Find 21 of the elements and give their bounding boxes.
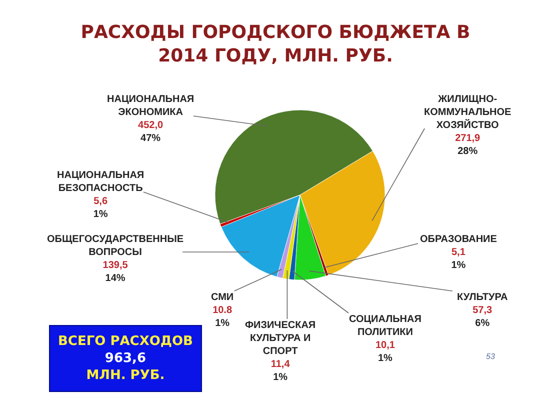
- data-label: 271,9 28%: [455, 133, 481, 157]
- data-label: 452,0 47%: [138, 120, 164, 144]
- slice-label: НАЦИОНАЛЬНАЯ БЕЗОПАСНОСТЬ: [57, 170, 144, 194]
- slice-label: СОЦИАЛЬНАЯ ПОЛИТИКИ: [349, 314, 422, 338]
- slice-label: ОБРАЗОВАНИЕ: [420, 234, 498, 245]
- slice-label: НАЦИОНАЛЬНАЯ ЭКОНОМИКА: [107, 94, 194, 118]
- slice-label: КУЛЬТУРА: [457, 292, 508, 303]
- data-label: 10.8 1%: [212, 305, 232, 329]
- data-label: 11,4 1%: [270, 359, 290, 383]
- text: ВСЕГО РАСХОДОВ 963,6 МЛН. РУБ.: [58, 334, 193, 383]
- data-label: 5,6 1%: [93, 196, 108, 220]
- data-label: 10,1 1%: [375, 340, 396, 364]
- slice-label: СМИ: [211, 292, 234, 303]
- text: 53: [486, 352, 496, 361]
- slice-label: ФИЗИЧЕСКАЯ КУЛЬТУРА И СПОРТ: [245, 320, 316, 357]
- data-label: 57,3 6%: [472, 305, 493, 329]
- chart-title: РАСХОДЫ ГОРОДСКОГО БЮДЖЕТА В 2014 ГОДУ, МЛН. РУБ.: [80, 22, 470, 66]
- data-label: 139,5 14%: [102, 260, 128, 284]
- slice-label: ОБЩЕГОСУДАРСТВЕННЫЕ ВОПРОСЫ: [47, 234, 184, 258]
- data-label: 5,1 1%: [451, 247, 466, 271]
- slice-label: ЖИЛИЩНО-КОММУНАЛЬНОЕ ХОЗЯЙСТВО: [424, 94, 512, 131]
